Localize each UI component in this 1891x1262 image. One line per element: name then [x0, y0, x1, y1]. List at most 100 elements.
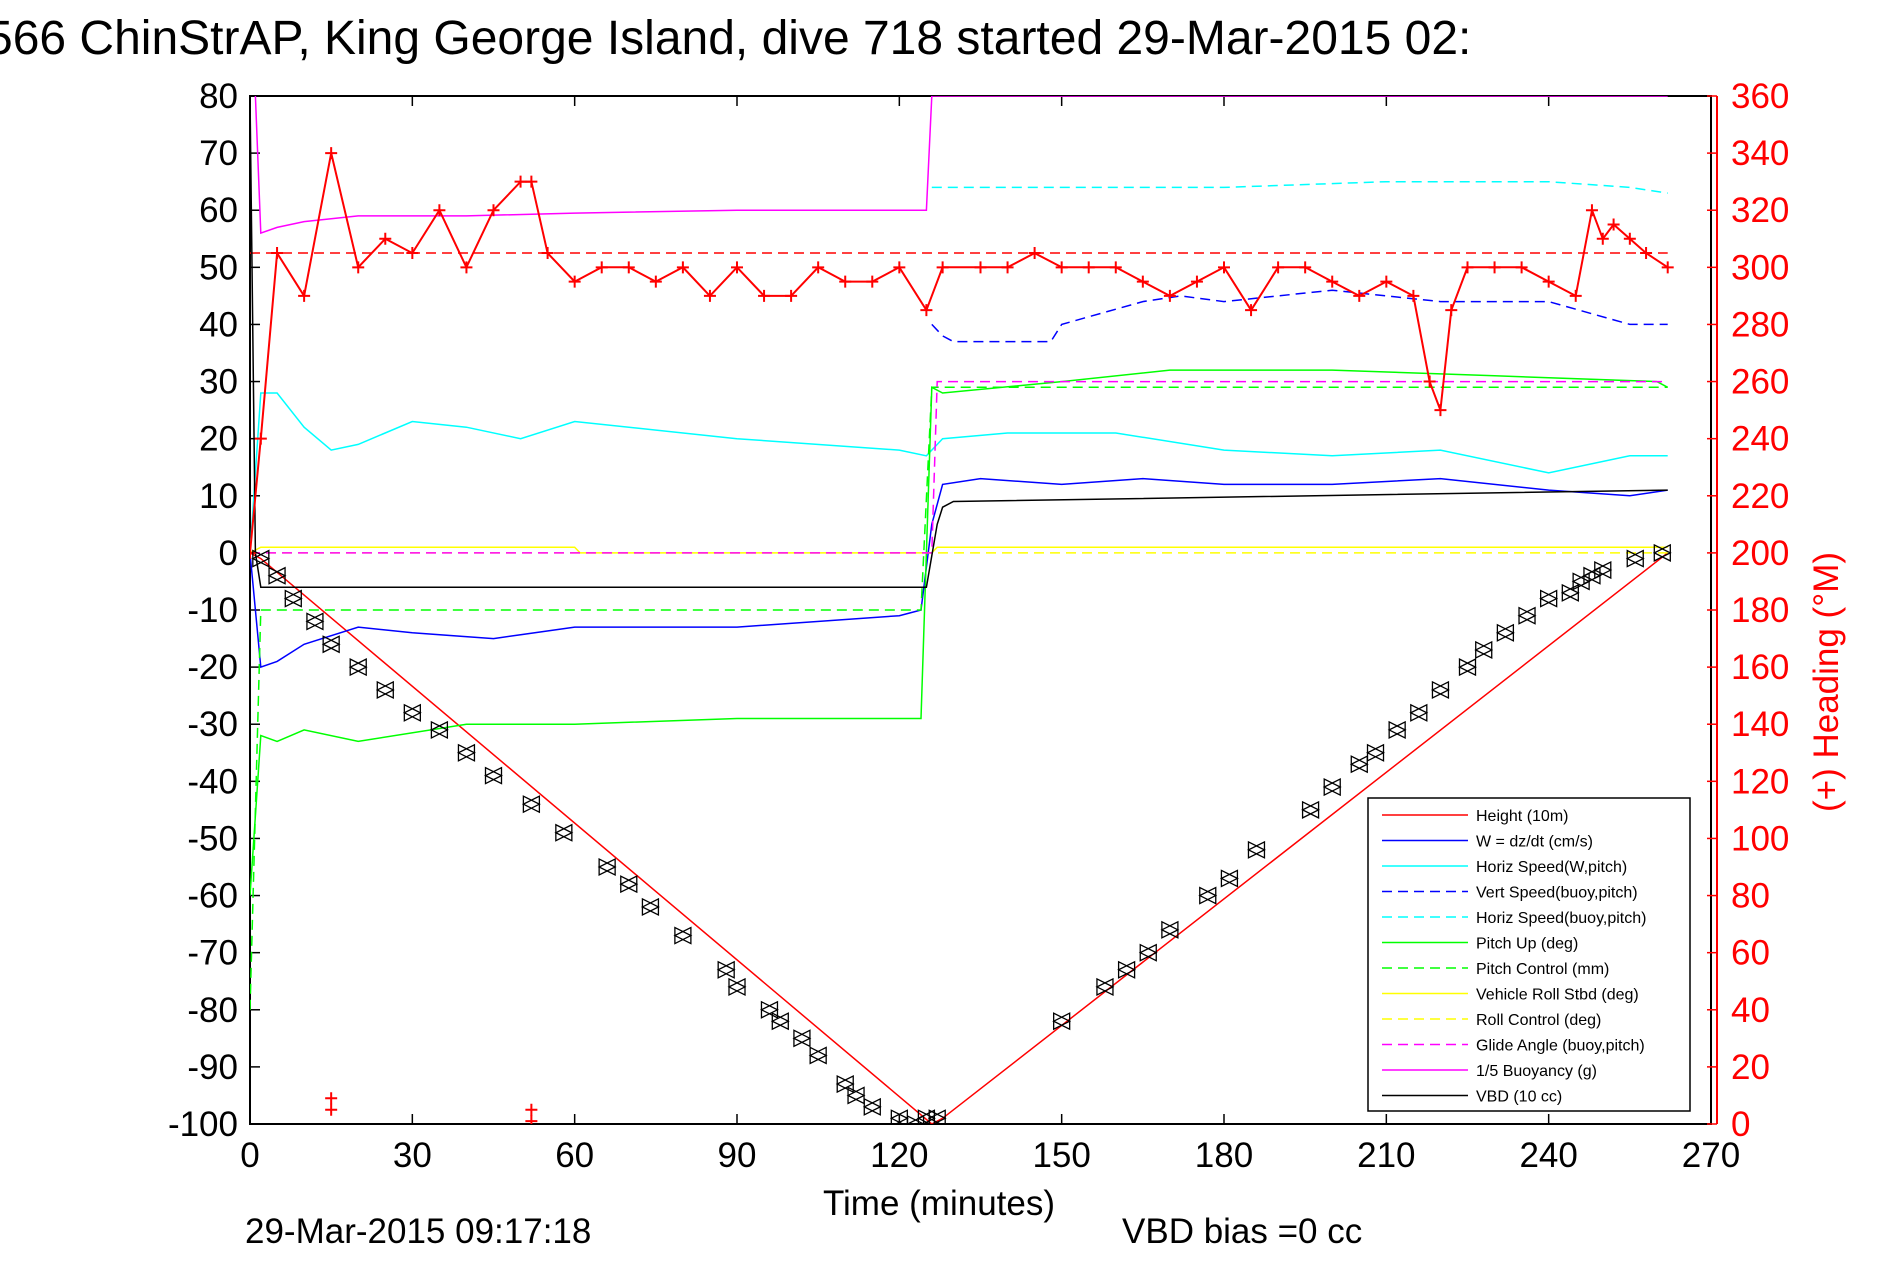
x-tick-label: 0	[240, 1136, 259, 1175]
heading-point	[1028, 247, 1041, 260]
heading-point	[271, 247, 284, 260]
y-right-tick-label: 60	[1731, 934, 1770, 973]
series-line-pitch-control-mm	[250, 386, 1668, 1010]
series-line-1-5-buoyancy-g	[254, 96, 1668, 235]
heading-point	[1272, 261, 1285, 274]
depth-marker-right	[1653, 543, 1672, 562]
legend-label: Pitch Up (deg)	[1476, 936, 1578, 953]
y-left-tick-label: -90	[187, 1048, 238, 1087]
y-right-tick-label: 340	[1731, 134, 1789, 173]
series-line-pitch-up-deg	[250, 369, 1669, 896]
depth-marker-right	[1583, 566, 1602, 585]
legend-label: Horiz Speed(W,pitch)	[1476, 859, 1627, 876]
depth-marker-right	[1220, 869, 1239, 888]
heading-point	[595, 261, 608, 274]
depth-marker-right	[760, 1000, 779, 1019]
heading-outlier-point	[525, 1115, 538, 1124]
x-tick-label: 60	[555, 1136, 594, 1175]
heading-point	[254, 432, 267, 445]
depth-marker-right	[1199, 886, 1218, 905]
legend-label: Pitch Control (mm)	[1476, 961, 1609, 978]
y-right-tick-label: 160	[1731, 648, 1789, 687]
heading-point	[1569, 289, 1582, 302]
depth-marker-right	[717, 960, 736, 979]
heading-point	[974, 261, 987, 274]
heading-point	[1461, 261, 1474, 274]
heading-point	[1163, 289, 1176, 302]
depth-marker-right	[322, 635, 341, 654]
y-left-tick-label: -70	[187, 934, 238, 973]
legend-label: 1/5 Buoyancy (g)	[1476, 1063, 1597, 1080]
depth-marker-right	[917, 1109, 936, 1124]
depth-marker-right	[641, 897, 660, 917]
y-right-tick-label: 0	[1731, 1105, 1750, 1144]
plot-area: 0 30 60 90 120 150 180 210 240 270 80 70 60 50 40 30 20 1…	[168, 77, 1789, 1175]
depth-marker-right	[674, 926, 693, 945]
heading-point	[893, 261, 906, 274]
y-left-tick-label: -20	[187, 648, 238, 687]
y-right-tick-label: 220	[1731, 477, 1789, 516]
depth-marker-right	[809, 1046, 828, 1065]
y-left-tick-label: -10	[187, 591, 238, 630]
depth-marker-right	[863, 1097, 882, 1116]
heading-point	[1434, 404, 1447, 417]
y-right-tick-label: 80	[1731, 877, 1770, 916]
legend-label: Horiz Speed(buoy,pitch)	[1476, 910, 1646, 927]
y-left-tick-label: 60	[199, 191, 238, 230]
depth-marker-right	[728, 977, 747, 996]
heading-point	[487, 204, 500, 217]
heading-point	[352, 261, 365, 274]
depth-marker-right	[836, 1074, 855, 1094]
depth-marker-right	[1458, 658, 1477, 677]
heading-point	[325, 147, 338, 160]
y-right-tick-label: 120	[1731, 762, 1789, 801]
depth-marker-right	[403, 703, 422, 722]
heading-point	[1445, 304, 1458, 317]
heading-point	[866, 275, 879, 288]
y-right-tick-label: 260	[1731, 363, 1789, 402]
depth-marker-right	[1388, 720, 1407, 739]
heading-point	[785, 289, 798, 302]
depth-marker-right	[906, 1114, 926, 1124]
heading-point	[839, 275, 852, 288]
heading-point	[758, 289, 771, 302]
depth-marker-right	[771, 1012, 790, 1031]
depth-marker-right	[1247, 840, 1266, 859]
legend-label: Roll Control (deg)	[1476, 1012, 1601, 1029]
heading-point	[1542, 275, 1555, 288]
y-left-tick-label: 80	[199, 77, 238, 116]
heading-point	[568, 275, 581, 288]
y-right-tick-label: 360	[1731, 77, 1789, 116]
depth-marker-right	[1410, 703, 1429, 722]
heading-point	[1299, 261, 1312, 274]
depth-marker-right	[252, 549, 271, 568]
depth-marker-right	[847, 1086, 866, 1105]
heading-point	[1136, 275, 1149, 288]
depth-marker-right	[620, 875, 639, 894]
depth-marker-right	[430, 720, 449, 739]
y-left-tick-label: 50	[199, 248, 238, 287]
depth-marker-right	[890, 1109, 909, 1124]
depth-marker-right	[522, 795, 541, 814]
depth-marker-right	[1096, 977, 1115, 996]
depth-marker-right	[1323, 777, 1342, 797]
chart-title: 566 ChinStrAP, King George Island, dive …	[0, 12, 1471, 65]
depth-marker-right	[484, 766, 503, 785]
y-left-tick-label: -80	[187, 991, 238, 1030]
series-line-horiz-speed-w-pitch	[250, 392, 1668, 553]
y-left-tick-label: 10	[199, 477, 238, 516]
y-left-tick-label: 30	[199, 363, 238, 402]
y-left-tick-label: -30	[187, 705, 238, 744]
heading-point	[1488, 261, 1501, 274]
y-left-tick-label: -50	[187, 819, 238, 858]
heading-point	[676, 261, 689, 274]
legend-label: Height (10m)	[1476, 808, 1568, 825]
legend: Height (10m) W = dz/dt (cm/s) Horiz Speed(…	[1367, 797, 1691, 1112]
heading-point	[703, 289, 716, 302]
depth-marker-right	[1161, 920, 1180, 939]
y-left-tick-label: -100	[168, 1105, 238, 1144]
heading-outlier-point	[325, 1092, 338, 1105]
depth-marker-right	[1496, 623, 1515, 642]
heading-point	[433, 204, 446, 217]
x-tick-label: 120	[870, 1136, 928, 1175]
